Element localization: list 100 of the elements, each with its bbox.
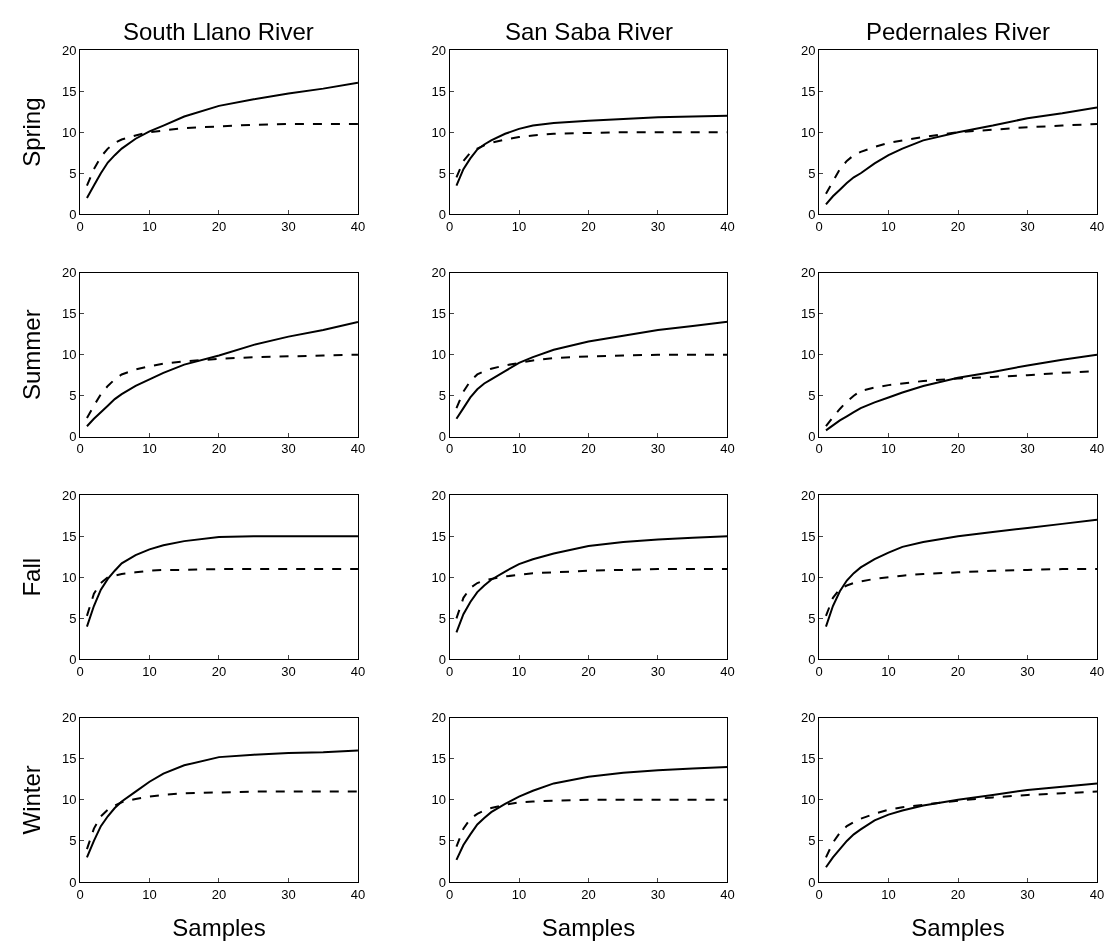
y-tick-label: 15 — [61, 306, 77, 322]
x-tick-label: 10 — [511, 664, 527, 680]
x-tick-label: 20 — [581, 218, 596, 234]
y-tick-label: 15 — [431, 751, 446, 767]
x-tick-label: 40 — [720, 664, 735, 680]
y-tick-label: 0 — [808, 651, 816, 667]
y-tick-label: 5 — [438, 165, 446, 181]
x-axis-title: Samples — [911, 913, 1005, 941]
y-tick-label: 0 — [808, 429, 816, 445]
x-tick-label: 40 — [1089, 218, 1105, 234]
x-tick-label: 40 — [1089, 886, 1105, 902]
x-tick-label: 40 — [720, 886, 735, 902]
y-tick-label: 10 — [800, 569, 816, 585]
y-axis-title: Summer — [18, 309, 46, 401]
chart-title: San Saba River — [505, 18, 674, 45]
x-tick-label: 40 — [1089, 664, 1105, 680]
y-tick-label: 20 — [61, 42, 77, 58]
x-tick-label: 30 — [1020, 441, 1035, 457]
y-tick-label: 5 — [438, 610, 446, 626]
x-tick-label: 30 — [1020, 218, 1035, 234]
x-tick-label: 20 — [211, 218, 227, 234]
y-tick-label: 20 — [431, 710, 446, 726]
y-tick-label: 15 — [61, 751, 77, 767]
y-tick-label: 5 — [69, 610, 77, 626]
y-tick-label: 15 — [800, 306, 816, 322]
x-tick-label: 30 — [1020, 664, 1035, 680]
y-tick-label: 5 — [808, 388, 816, 404]
y-tick-label: 10 — [61, 569, 77, 585]
y-tick-label: 20 — [61, 265, 77, 281]
x-tick-label: 30 — [650, 218, 666, 234]
x-tick-label: 40 — [720, 218, 735, 234]
x-tick-label: 40 — [1089, 441, 1105, 457]
x-tick-label: 20 — [950, 441, 966, 457]
y-tick-label: 10 — [61, 347, 77, 363]
x-tick-label: 10 — [511, 218, 527, 234]
x-tick-label: 20 — [950, 664, 966, 680]
y-tick-label: 20 — [61, 487, 77, 503]
y-tick-label: 0 — [438, 651, 446, 667]
y-tick-label: 20 — [431, 42, 446, 58]
y-tick-label: 5 — [438, 388, 446, 404]
y-tick-label: 15 — [431, 83, 446, 99]
y-tick-label: 5 — [808, 833, 816, 849]
x-tick-label: 10 — [881, 664, 896, 680]
x-tick-label: 10 — [142, 886, 157, 902]
x-axis-title: Samples — [172, 913, 266, 941]
y-tick-label: 15 — [431, 306, 446, 322]
y-tick-label: 15 — [800, 83, 816, 99]
x-tick-label: 20 — [211, 441, 227, 457]
y-tick-label: 5 — [808, 165, 816, 181]
y-tick-label: 0 — [808, 874, 816, 890]
x-tick-label: 10 — [881, 441, 896, 457]
x-tick-label: 10 — [881, 218, 896, 234]
x-tick-label: 30 — [281, 664, 296, 680]
y-axis-title: Spring — [18, 97, 46, 167]
y-tick-label: 15 — [431, 528, 446, 544]
y-tick-label: 10 — [431, 792, 446, 808]
x-tick-label: 30 — [281, 886, 296, 902]
y-tick-label: 0 — [438, 206, 446, 222]
x-tick-label: 20 — [581, 886, 596, 902]
x-tick-label: 20 — [211, 664, 227, 680]
x-tick-label: 20 — [581, 664, 596, 680]
x-tick-label: 10 — [881, 886, 896, 902]
y-tick-label: 20 — [431, 265, 446, 281]
y-tick-label: 0 — [69, 429, 77, 445]
y-tick-label: 5 — [69, 165, 77, 181]
x-tick-label: 30 — [650, 664, 666, 680]
y-tick-label: 5 — [438, 833, 446, 849]
y-tick-label: 10 — [61, 124, 77, 140]
x-tick-label: 20 — [211, 886, 227, 902]
y-tick-label: 10 — [61, 792, 77, 808]
x-tick-label: 20 — [950, 886, 966, 902]
x-tick-label: 40 — [350, 441, 366, 457]
y-tick-label: 20 — [431, 487, 446, 503]
x-tick-label: 40 — [350, 218, 366, 234]
y-tick-label: 10 — [431, 347, 446, 363]
x-tick-label: 20 — [950, 218, 966, 234]
x-tick-label: 10 — [142, 664, 157, 680]
y-tick-label: 0 — [438, 429, 446, 445]
y-tick-label: 10 — [431, 124, 446, 140]
x-tick-label: 40 — [720, 441, 735, 457]
x-tick-label: 30 — [650, 886, 666, 902]
x-tick-label: 10 — [142, 441, 157, 457]
x-tick-label: 10 — [511, 441, 527, 457]
y-tick-label: 20 — [61, 710, 77, 726]
y-tick-label: 20 — [800, 42, 816, 58]
x-tick-label: 30 — [650, 441, 666, 457]
y-axis-title: Winter — [18, 765, 46, 835]
y-tick-label: 20 — [800, 487, 816, 503]
y-tick-label: 10 — [800, 347, 816, 363]
y-tick-label: 5 — [69, 388, 77, 404]
y-tick-label: 5 — [69, 833, 77, 849]
y-tick-label: 0 — [808, 206, 816, 222]
y-tick-label: 15 — [61, 83, 77, 99]
y-tick-label: 5 — [808, 610, 816, 626]
y-tick-label: 10 — [431, 569, 446, 585]
x-tick-label: 40 — [350, 664, 366, 680]
y-tick-label: 10 — [800, 792, 816, 808]
y-tick-label: 20 — [800, 710, 816, 726]
x-tick-label: 30 — [281, 441, 296, 457]
y-tick-label: 20 — [800, 265, 816, 281]
